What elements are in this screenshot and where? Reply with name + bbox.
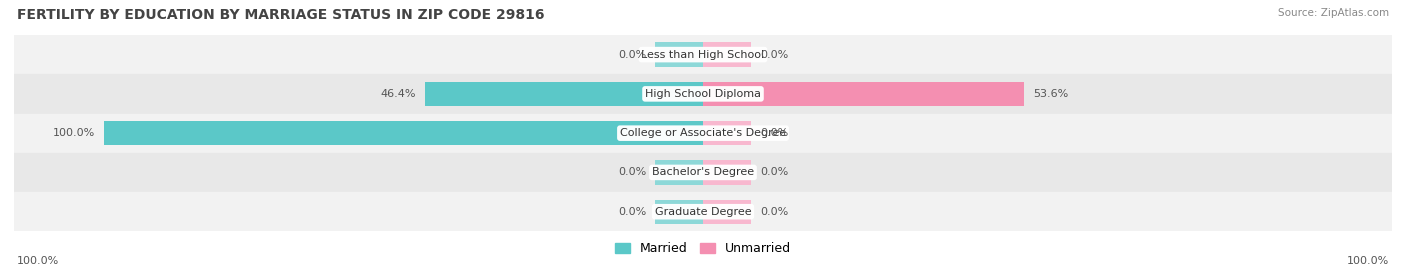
Bar [14,74,1392,114]
Text: Source: ZipAtlas.com: Source: ZipAtlas.com [1278,8,1389,18]
Text: College or Associate's Degree: College or Associate's Degree [620,128,786,138]
Text: 100.0%: 100.0% [52,128,96,138]
Text: 53.6%: 53.6% [1033,89,1069,99]
Text: Less than High School: Less than High School [641,49,765,60]
Bar [703,121,751,145]
Bar [14,192,1392,231]
Bar [655,43,703,67]
Bar [104,121,703,145]
Bar [703,43,751,67]
Text: 46.4%: 46.4% [381,89,416,99]
Bar [425,82,703,106]
Text: Graduate Degree: Graduate Degree [655,207,751,217]
Bar [703,82,1024,106]
Bar [655,160,703,185]
Bar [14,35,1392,74]
Bar [655,200,703,224]
Bar [14,153,1392,192]
Text: 0.0%: 0.0% [759,167,789,178]
Text: 0.0%: 0.0% [759,49,789,60]
Legend: Married, Unmarried: Married, Unmarried [610,237,796,260]
Text: 0.0%: 0.0% [759,207,789,217]
Text: High School Diploma: High School Diploma [645,89,761,99]
Bar [703,160,751,185]
Text: 100.0%: 100.0% [17,256,59,266]
Text: 100.0%: 100.0% [1347,256,1389,266]
Text: Bachelor's Degree: Bachelor's Degree [652,167,754,178]
Text: 0.0%: 0.0% [759,128,789,138]
Text: 0.0%: 0.0% [617,167,647,178]
Text: 0.0%: 0.0% [617,49,647,60]
Bar [14,114,1392,153]
Bar [703,200,751,224]
Text: 0.0%: 0.0% [617,207,647,217]
Text: FERTILITY BY EDUCATION BY MARRIAGE STATUS IN ZIP CODE 29816: FERTILITY BY EDUCATION BY MARRIAGE STATU… [17,8,544,22]
